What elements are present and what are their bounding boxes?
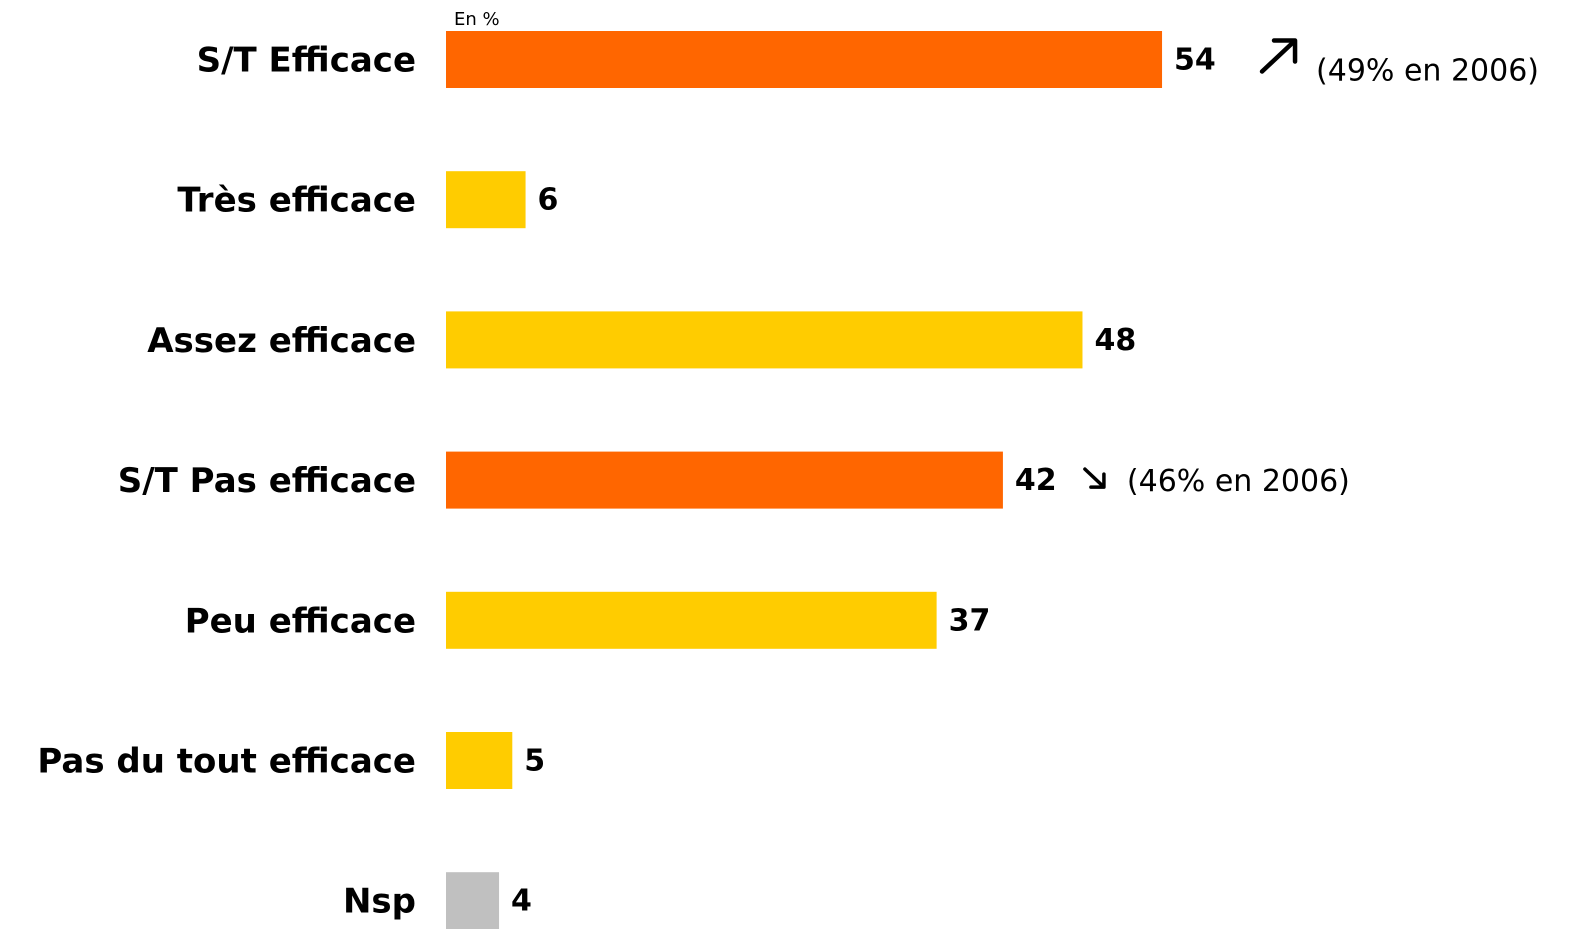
bar-nsp <box>446 872 500 929</box>
category-label-s-t-efficace: S/T Efficace <box>197 41 416 81</box>
bar-assez-efficace <box>446 311 1083 369</box>
category-label-s-t-pas-efficace: S/T Pas efficace <box>118 461 416 501</box>
value-label-s-t-pas-efficace: 42 <box>1015 463 1057 498</box>
value-label-pas-du-tout-efficace: 5 <box>524 744 545 779</box>
trend-up-arrow-icon <box>1259 38 1298 74</box>
bar-tres-efficace <box>446 171 526 229</box>
value-label-assez-efficace: 48 <box>1094 323 1136 358</box>
annotation-text-s-t-efficace: (49% en 2006) <box>1316 54 1539 89</box>
bar-peu-efficace <box>446 591 937 649</box>
annotation-text-s-t-pas-efficace: (46% en 2006) <box>1127 464 1350 499</box>
value-label-nsp: 4 <box>511 884 532 919</box>
value-label-tres-efficace: 6 <box>538 183 559 218</box>
category-label-assez-efficace: Assez efficace <box>147 321 416 361</box>
category-label-tres-efficace: Très efficace <box>177 181 416 221</box>
unit-label: En % <box>454 9 500 30</box>
value-label-peu-efficace: 37 <box>949 603 991 638</box>
category-label-nsp: Nsp <box>343 882 416 922</box>
trend-down-arrow-icon <box>1083 467 1106 489</box>
value-label-s-t-efficace: 54 <box>1174 43 1216 78</box>
bar-s-t-pas-efficace <box>446 451 1003 509</box>
category-label-peu-efficace: Peu efficace <box>185 601 416 641</box>
category-label-pas-du-tout-efficace: Pas du tout efficace <box>37 742 416 782</box>
bar-pas-du-tout-efficace <box>446 732 513 789</box>
bar-s-t-efficace <box>446 31 1163 88</box>
